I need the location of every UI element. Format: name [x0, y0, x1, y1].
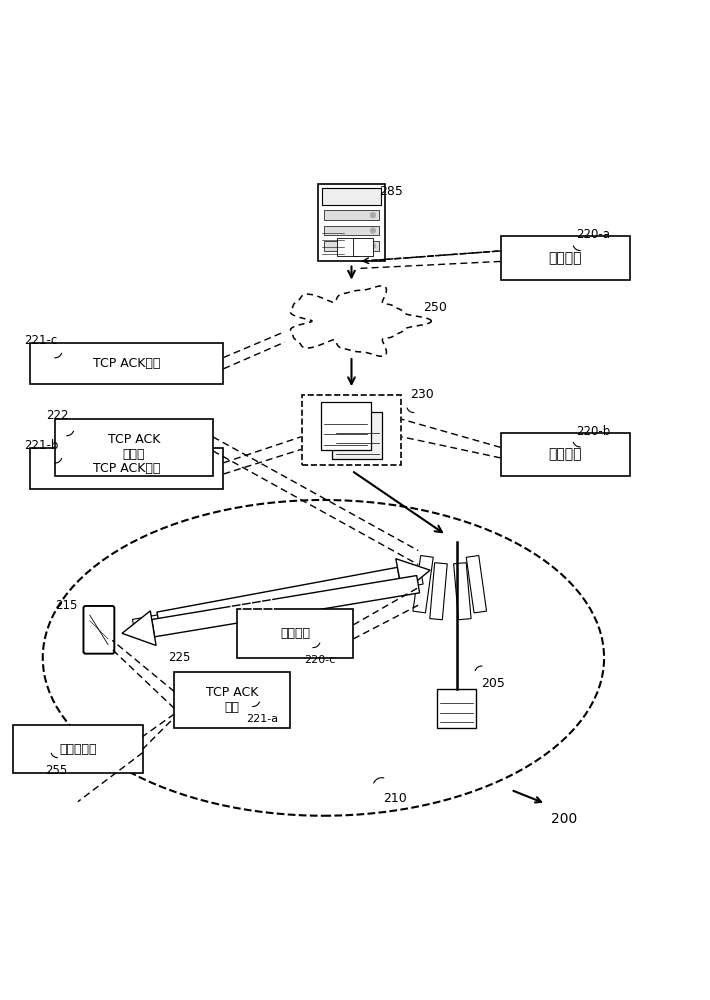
Text: 215: 215 [55, 599, 77, 612]
FancyBboxPatch shape [13, 725, 143, 773]
Text: 222: 222 [46, 409, 69, 422]
Text: 210: 210 [383, 792, 407, 805]
Polygon shape [122, 611, 156, 645]
Text: 250: 250 [423, 301, 447, 314]
FancyBboxPatch shape [318, 184, 385, 261]
FancyBboxPatch shape [324, 241, 378, 251]
Text: 225: 225 [168, 651, 190, 664]
FancyBboxPatch shape [437, 689, 476, 728]
Text: TCP ACK
消息: TCP ACK 消息 [206, 686, 258, 714]
FancyBboxPatch shape [55, 419, 213, 476]
Text: 285: 285 [380, 185, 403, 198]
Polygon shape [430, 563, 447, 620]
FancyBboxPatch shape [84, 606, 114, 654]
Polygon shape [413, 556, 433, 613]
Text: 220-c: 220-c [305, 655, 336, 665]
Polygon shape [454, 563, 471, 620]
FancyBboxPatch shape [321, 402, 371, 450]
Text: 220-a: 220-a [576, 228, 610, 241]
Text: 数据分组: 数据分组 [549, 447, 582, 461]
FancyBboxPatch shape [322, 188, 381, 205]
Circle shape [370, 228, 376, 233]
FancyBboxPatch shape [324, 210, 378, 220]
Text: 221-c: 221-c [24, 334, 57, 347]
Polygon shape [133, 567, 423, 636]
Text: 数据分组: 数据分组 [549, 251, 582, 265]
Text: TCP ACK
消息段: TCP ACK 消息段 [108, 433, 160, 461]
Text: 延迟定时器: 延迟定时器 [59, 743, 97, 756]
FancyBboxPatch shape [175, 672, 290, 728]
Text: 220-b: 220-b [576, 425, 611, 438]
Text: 221-a: 221-a [246, 714, 278, 724]
FancyBboxPatch shape [237, 609, 354, 658]
FancyBboxPatch shape [302, 395, 400, 465]
FancyBboxPatch shape [354, 238, 373, 256]
FancyBboxPatch shape [31, 448, 224, 489]
FancyBboxPatch shape [501, 236, 630, 280]
Text: 221-b: 221-b [24, 439, 58, 452]
FancyBboxPatch shape [324, 226, 378, 235]
Polygon shape [396, 559, 430, 593]
Polygon shape [224, 593, 279, 619]
FancyBboxPatch shape [337, 238, 358, 256]
FancyBboxPatch shape [332, 412, 382, 459]
Circle shape [370, 243, 376, 249]
FancyBboxPatch shape [501, 433, 630, 476]
Text: 230: 230 [410, 388, 434, 401]
Text: TCP ACK消息: TCP ACK消息 [93, 357, 160, 370]
Polygon shape [466, 556, 486, 613]
Text: 205: 205 [481, 677, 506, 690]
Polygon shape [157, 567, 400, 629]
Text: 200: 200 [552, 812, 578, 826]
Text: TCP ACK消息: TCP ACK消息 [93, 462, 160, 475]
Text: 数据分组: 数据分组 [280, 627, 310, 640]
Text: 255: 255 [45, 764, 67, 777]
Circle shape [370, 212, 376, 218]
FancyBboxPatch shape [31, 343, 224, 384]
Polygon shape [152, 576, 420, 637]
